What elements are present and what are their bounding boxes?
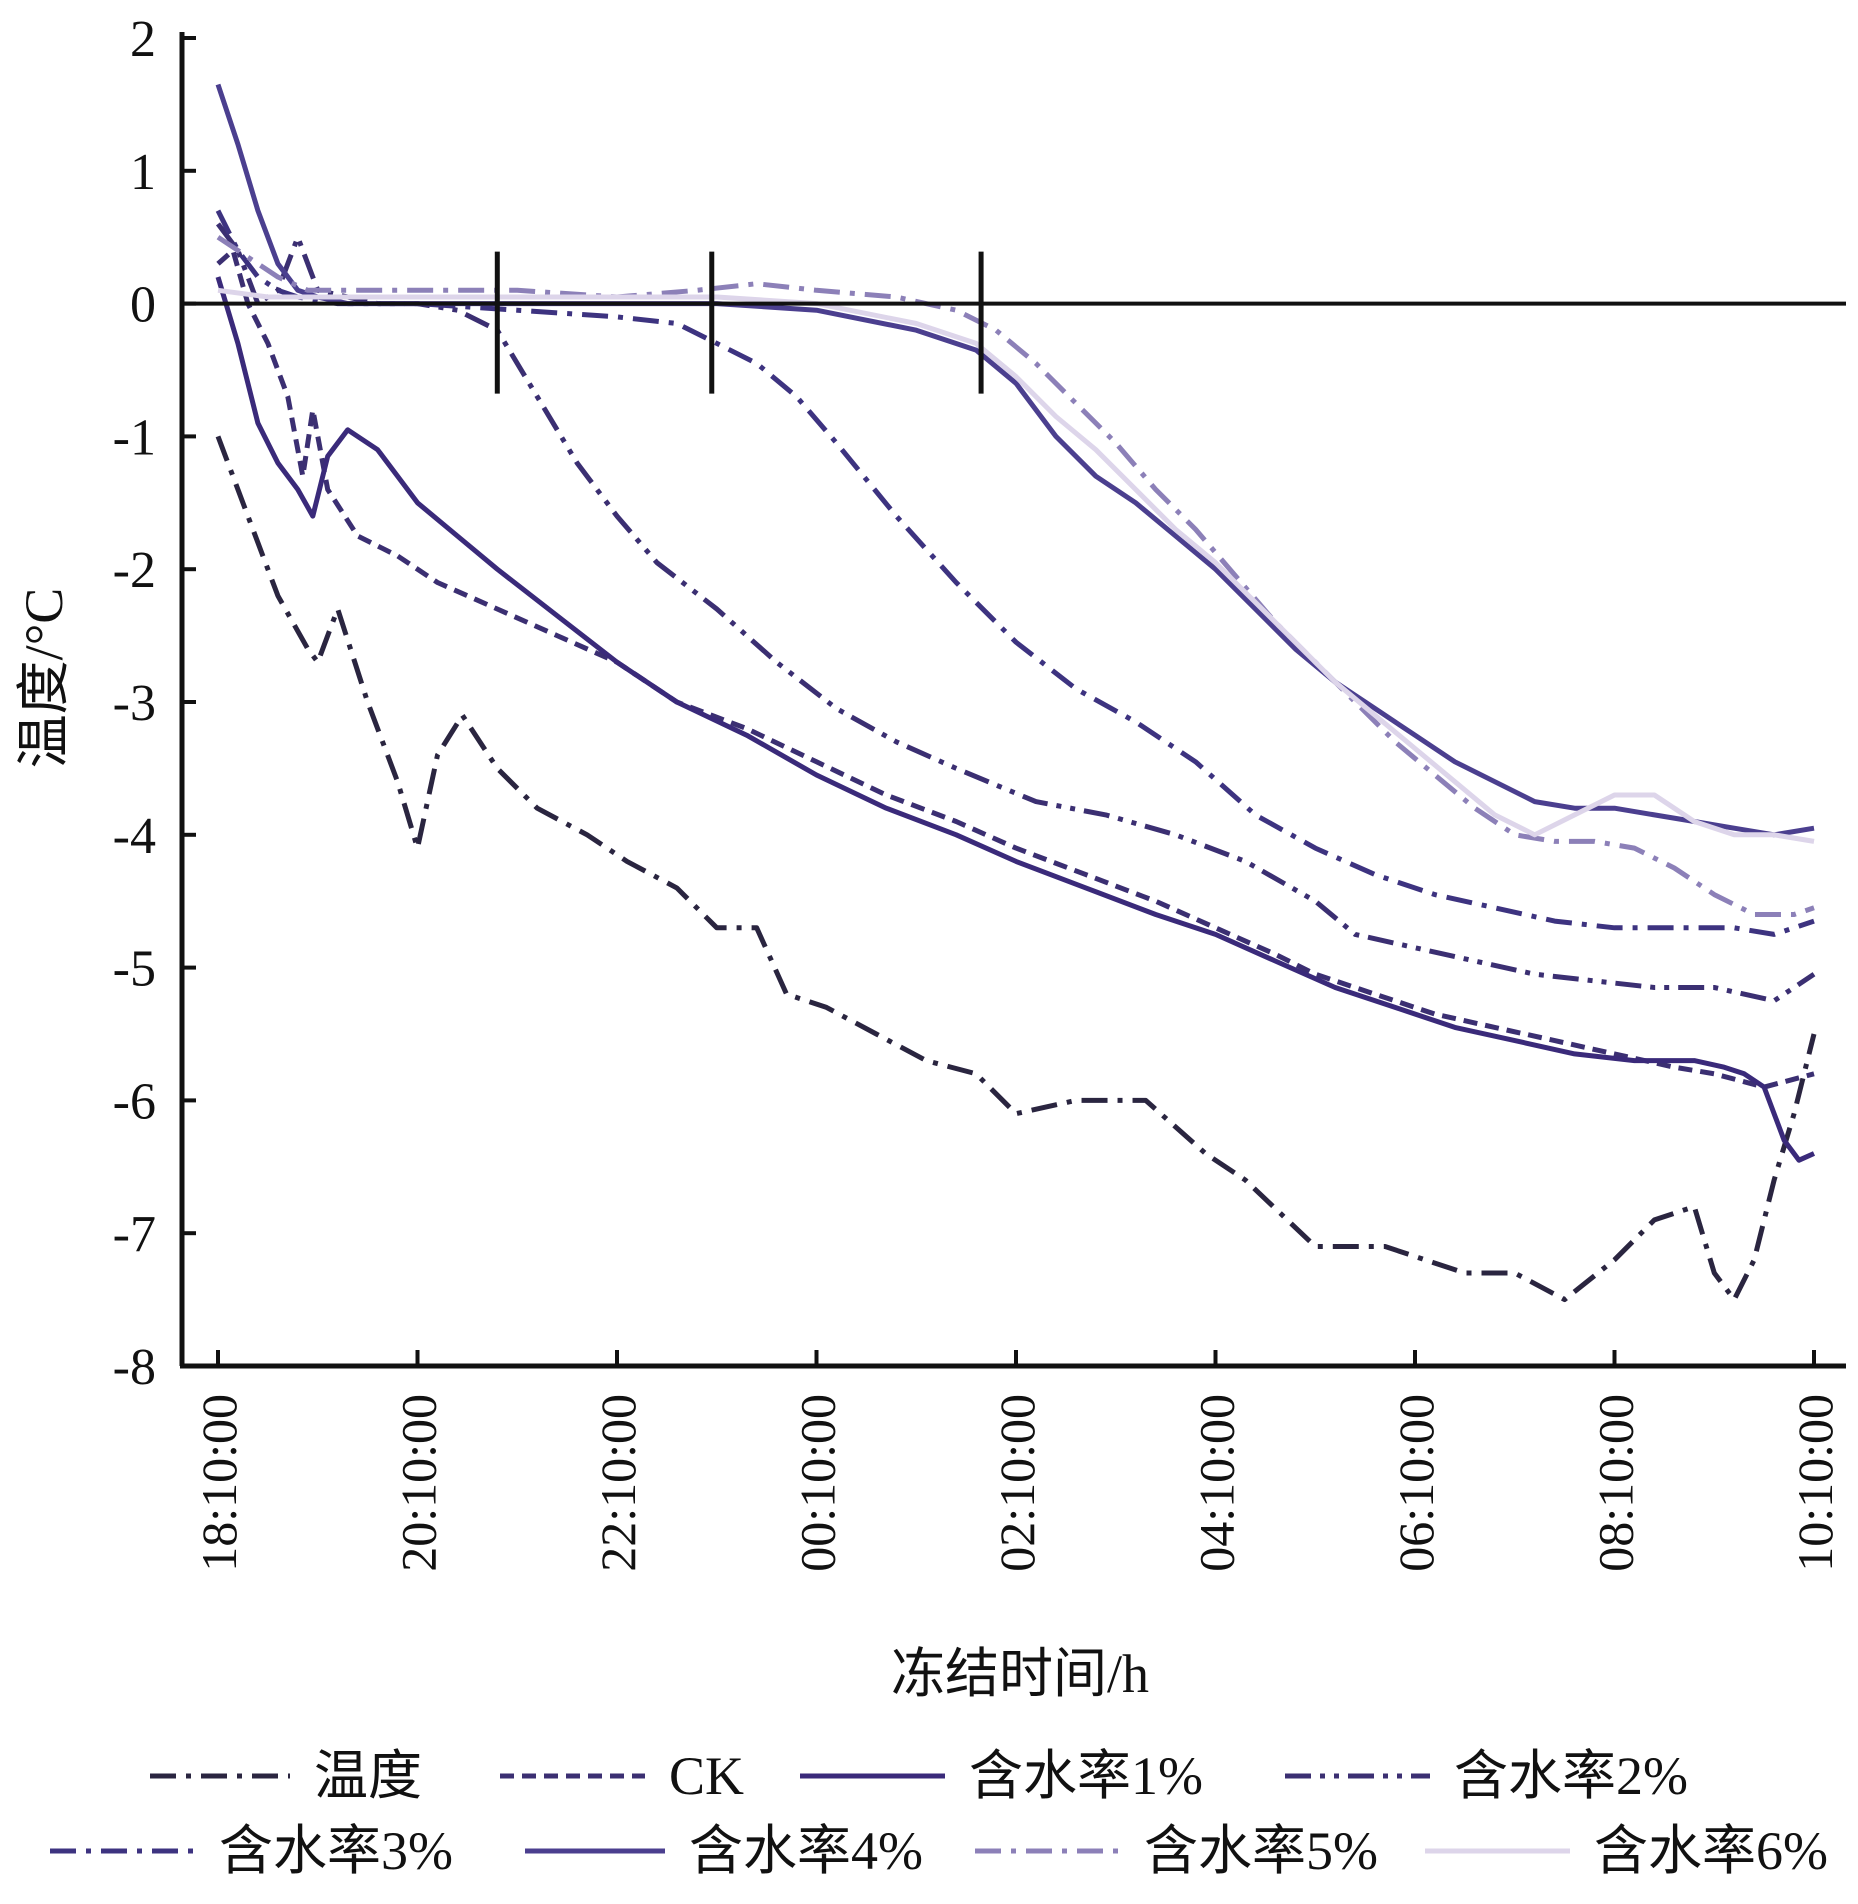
legend: 温度 CK 含水率1% 含水率2% 含水率3% 含水率4% 含水率5% 含水率6% bbox=[50, 1746, 1828, 1881]
y-tick-label: -4 bbox=[113, 808, 156, 865]
x-tick-label: 20:10:00 bbox=[391, 1394, 447, 1572]
x-tick-label: 02:10:00 bbox=[989, 1394, 1045, 1572]
y-tick-label: 2 bbox=[130, 11, 156, 68]
y-tick-label: 0 bbox=[130, 277, 156, 334]
y-tick-label: -2 bbox=[113, 542, 156, 599]
x-tick-label: 10:10:00 bbox=[1787, 1394, 1843, 1572]
x-tick-label: 04:10:00 bbox=[1189, 1394, 1245, 1572]
x-tick-label: 22:10:00 bbox=[590, 1394, 646, 1572]
legend-label: 含水率6% bbox=[1594, 1821, 1828, 1881]
x-tick-label: 18:10:00 bbox=[191, 1394, 247, 1572]
series-line-4 bbox=[215, 222, 1816, 1004]
legend-label: 温度 bbox=[314, 1746, 422, 1806]
y-tick-label: -6 bbox=[113, 1073, 156, 1130]
x-tick-label: 08:10:00 bbox=[1588, 1394, 1644, 1572]
x-tick-label: 00:10:00 bbox=[790, 1394, 846, 1572]
y-tick-label: -3 bbox=[113, 675, 156, 732]
series-line-3 bbox=[215, 276, 1816, 1163]
y-tick-label: -7 bbox=[113, 1206, 156, 1263]
series-layer bbox=[215, 83, 1817, 1303]
x-tick-label: 06:10:00 bbox=[1388, 1394, 1444, 1572]
legend-label: 含水率2% bbox=[1454, 1746, 1688, 1806]
y-tick-label: -1 bbox=[113, 409, 156, 466]
legend-label: 含水率1% bbox=[969, 1746, 1203, 1806]
series-line-8 bbox=[217, 287, 1815, 844]
legend-label: 含水率4% bbox=[689, 1821, 923, 1881]
y-axis-title: 温度/°C bbox=[14, 588, 74, 769]
axes bbox=[179, 32, 1846, 1369]
tick-labels: 2 1 0 -1 -2 -3 -4 -5 -6 -7 -8 18:10:00 20:10:00 22:10… bbox=[113, 11, 1843, 1572]
legend-label: CK bbox=[669, 1746, 744, 1806]
y-tick-label: 1 bbox=[130, 144, 156, 201]
x-axis-title: 冻结时间/h bbox=[891, 1644, 1149, 1704]
series-line-5 bbox=[215, 209, 1815, 937]
series-line-1 bbox=[215, 435, 1817, 1303]
y-tick-label: -5 bbox=[113, 941, 156, 998]
reference-lines bbox=[182, 251, 1846, 394]
legend-label: 含水率3% bbox=[219, 1821, 453, 1881]
legend-label: 含水率5% bbox=[1144, 1821, 1378, 1881]
series-line-6 bbox=[215, 83, 1815, 838]
series-line-7 bbox=[216, 235, 1815, 917]
series-line-2 bbox=[216, 248, 1815, 1090]
y-tick-label: -8 bbox=[113, 1339, 156, 1396]
